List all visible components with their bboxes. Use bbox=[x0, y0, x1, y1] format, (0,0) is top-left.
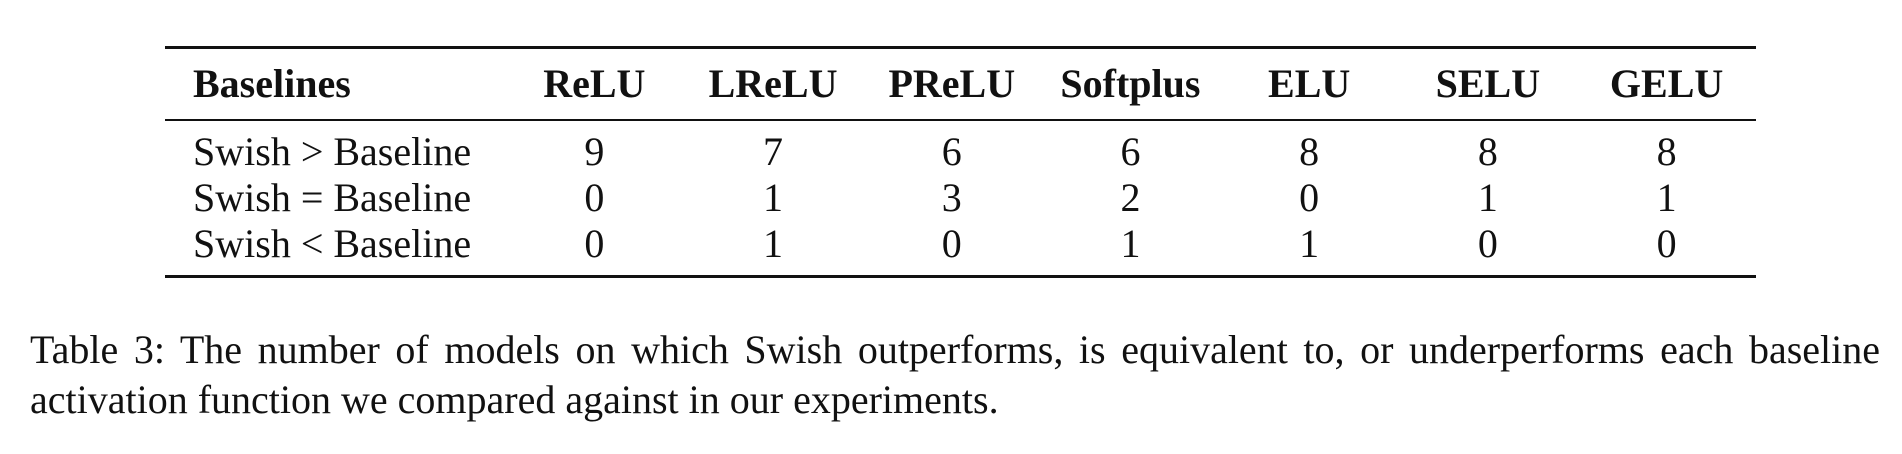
header-cell-selu: SELU bbox=[1435, 61, 1541, 106]
table-cell: 1 bbox=[1120, 221, 1141, 266]
header-cell-baselines: Baselines bbox=[193, 61, 351, 106]
table-caption: Table 3: The number of models on which S… bbox=[30, 327, 1880, 422]
table-cell: 7 bbox=[763, 129, 784, 174]
table-cell: 0 bbox=[584, 221, 605, 266]
table-cell: 1 bbox=[1477, 175, 1498, 220]
table-row: Swish = Baseline 0 1 3 2 0 1 1 bbox=[165, 175, 1756, 221]
table-cell: 8 bbox=[1477, 129, 1498, 174]
table-cell: 0 bbox=[584, 175, 605, 220]
table-bottom-rule bbox=[165, 275, 1756, 278]
row-label: Swish > Baseline bbox=[193, 129, 472, 174]
table-cell: 0 bbox=[1656, 221, 1677, 266]
table-top-rule bbox=[165, 46, 1756, 49]
header-cell-softplus: Softplus bbox=[1060, 61, 1201, 106]
row-label: Swish < Baseline bbox=[193, 221, 472, 266]
table-cell: 3 bbox=[941, 175, 962, 220]
header-cell-elu: ELU bbox=[1268, 61, 1351, 106]
header-cell-gelu: GELU bbox=[1609, 61, 1724, 106]
table-cell: 2 bbox=[1120, 175, 1141, 220]
header-cell-prelu: PReLU bbox=[888, 61, 1016, 106]
table-cell: 0 bbox=[1299, 175, 1320, 220]
table-row: Swish < Baseline 0 1 0 1 1 0 0 bbox=[165, 221, 1756, 275]
row-label: Swish = Baseline bbox=[193, 175, 472, 220]
table-cell: 1 bbox=[1299, 221, 1320, 266]
table-cell: 0 bbox=[1477, 221, 1498, 266]
table-header-row: Baselines ReLU LReLU PReLU Softplus ELU … bbox=[165, 49, 1756, 119]
table-cell: 8 bbox=[1299, 129, 1320, 174]
table-cell: 6 bbox=[1120, 129, 1141, 174]
table-cell: 1 bbox=[1656, 175, 1677, 220]
results-table: Baselines ReLU LReLU PReLU Softplus ELU … bbox=[165, 46, 1756, 278]
header-cell-relu: ReLU bbox=[543, 61, 646, 106]
header-cell-lrelu: LReLU bbox=[708, 61, 838, 106]
table-cell: 1 bbox=[763, 221, 784, 266]
table-cell: 1 bbox=[763, 175, 784, 220]
table-cell: 8 bbox=[1656, 129, 1677, 174]
table-cell: 6 bbox=[941, 129, 962, 174]
table-row: Swish > Baseline 9 7 6 6 8 8 8 bbox=[165, 121, 1756, 175]
table-header-rule bbox=[165, 119, 1756, 121]
table-cell: 9 bbox=[584, 129, 605, 174]
comparison-table: Baselines ReLU LReLU PReLU Softplus ELU … bbox=[165, 49, 1756, 275]
table-cell: 0 bbox=[941, 221, 962, 266]
